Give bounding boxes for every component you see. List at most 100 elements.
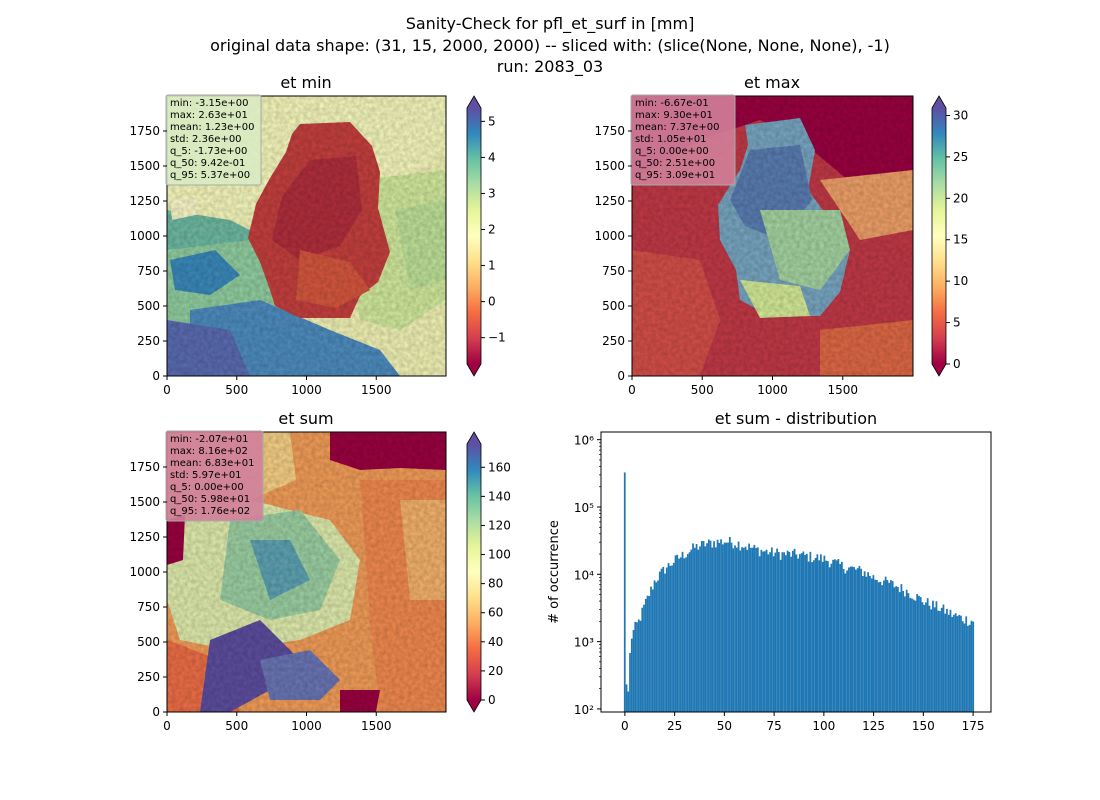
colorbar-ticks: 0 20 40 60 80 100 120 140 160 xyxy=(481,460,511,707)
x-tick-label: 100 xyxy=(812,719,835,733)
histogram-bar xyxy=(898,592,901,712)
histogram-bar xyxy=(856,568,859,712)
histogram-bar xyxy=(816,554,819,712)
histogram-bar xyxy=(865,576,868,712)
title-line-1: Sanity-Check for pfl_et_surf in [mm] xyxy=(406,14,695,34)
x-tick-label: 125 xyxy=(862,719,885,733)
histogram-bar xyxy=(737,541,740,712)
y-tick-label: 1750 xyxy=(594,124,625,138)
colorbar-extend-min xyxy=(932,364,946,376)
x-axis: 0 500 1000 1500 xyxy=(628,376,858,397)
colorbar-tick-label: 0 xyxy=(488,693,496,707)
histogram-bar xyxy=(781,552,784,712)
histogram-bar xyxy=(721,544,724,712)
histogram-bar xyxy=(772,556,775,712)
histogram-bar xyxy=(804,554,806,712)
histogram-bar xyxy=(734,545,736,712)
histogram-bar xyxy=(958,614,961,712)
histogram-bar xyxy=(669,565,672,712)
histogram-bar xyxy=(970,620,973,712)
y-tick-label: 1000 xyxy=(129,229,160,243)
x-tick-label: 500 xyxy=(691,383,714,397)
y-tick-label: 1500 xyxy=(129,159,160,173)
stat-line: std: 2.36e+00 xyxy=(170,134,242,145)
histogram-bar xyxy=(797,558,799,712)
histogram-bar xyxy=(919,597,922,712)
histogram-bar xyxy=(849,566,852,712)
histogram-bar xyxy=(727,542,729,712)
histogram-bar xyxy=(753,544,756,712)
histogram-bar xyxy=(895,586,898,712)
histogram-bar xyxy=(672,562,675,712)
stat-line: q_50: 2.51e+00 xyxy=(635,158,715,169)
histogram-bar xyxy=(748,543,750,712)
histogram-bar xyxy=(947,614,950,712)
x-axis: 0 25 50 75 100 125 150 175 xyxy=(621,712,985,733)
histogram-bar xyxy=(921,602,924,712)
y-tick-label: 0 xyxy=(152,705,160,719)
colorbar-tick-label: 20 xyxy=(953,191,968,205)
y-tick-label: 10⁵ xyxy=(574,501,594,515)
histogram-bar xyxy=(939,611,941,712)
x-tick-label: 0 xyxy=(163,383,171,397)
histogram-bar xyxy=(891,581,894,712)
y-tick-label: 500 xyxy=(137,635,160,649)
x-tick-label: 0 xyxy=(628,383,636,397)
histogram-bar xyxy=(667,563,670,712)
panel-title: et min xyxy=(280,73,331,92)
colorbar-tick-label: 10 xyxy=(953,274,968,288)
histogram-bar xyxy=(704,546,707,712)
y-tick-label: 500 xyxy=(602,299,625,313)
y-tick-label: 10⁴ xyxy=(574,568,594,582)
histogram-bar xyxy=(869,575,871,712)
histogram-bar xyxy=(714,547,717,712)
histogram-bar xyxy=(933,607,936,712)
histogram-bar xyxy=(967,625,969,712)
colorbar-tick-label: 160 xyxy=(488,460,511,474)
y-tick-label: 1250 xyxy=(594,194,625,208)
y-tick-label: 1750 xyxy=(129,460,160,474)
stat-line: min: -6.67e-01 xyxy=(635,98,709,109)
panel-title: et sum xyxy=(278,409,333,428)
histogram-bar xyxy=(893,587,896,712)
histogram-bar xyxy=(912,599,915,712)
heatmap-image xyxy=(167,96,446,376)
colorbar-gradient xyxy=(932,108,946,364)
histogram-bar xyxy=(902,590,905,712)
histogram-bar xyxy=(795,554,798,712)
stat-line: q_95: 5.37e+00 xyxy=(170,170,250,181)
stats-box-bg xyxy=(165,430,264,522)
histogram-bar xyxy=(674,555,677,712)
x-tick-label: 500 xyxy=(225,383,248,397)
histogram-bar xyxy=(888,582,891,712)
histogram-bar xyxy=(783,552,785,712)
histogram-bar xyxy=(709,540,712,712)
colorbar: 0 20 40 60 80 100 120 140 160 xyxy=(466,431,511,713)
stat-line: mean: 6.83e+01 xyxy=(170,458,254,469)
colorbar: 0 5 10 15 20 25 30 xyxy=(931,95,968,377)
histogram-bar xyxy=(650,586,652,712)
histogram-bar xyxy=(821,561,824,712)
heatmap-image xyxy=(632,96,913,376)
histogram-bar xyxy=(756,547,759,712)
colorbar-tick-label: 120 xyxy=(488,518,511,532)
histogram-bar xyxy=(951,616,954,712)
histogram-bar xyxy=(960,615,962,712)
x-tick-label: 0 xyxy=(163,719,171,733)
y-tick-label: 250 xyxy=(137,670,160,684)
histogram-bar xyxy=(760,549,763,712)
panel-title: et max xyxy=(744,73,800,92)
histogram-bar xyxy=(711,547,714,712)
histogram-bar xyxy=(679,557,682,712)
stat-line: max: 8.16e+02 xyxy=(170,446,248,457)
histogram-bar xyxy=(872,575,875,712)
histogram-bar xyxy=(627,691,630,712)
colorbar-gradient xyxy=(467,108,481,364)
histogram-bar xyxy=(942,604,945,712)
histogram-bar xyxy=(653,580,656,712)
histogram-bar xyxy=(900,584,903,712)
histogram-bar xyxy=(788,551,791,712)
histogram-bar xyxy=(791,550,794,712)
histogram-bar xyxy=(932,600,934,712)
histogram-bar xyxy=(812,560,815,712)
